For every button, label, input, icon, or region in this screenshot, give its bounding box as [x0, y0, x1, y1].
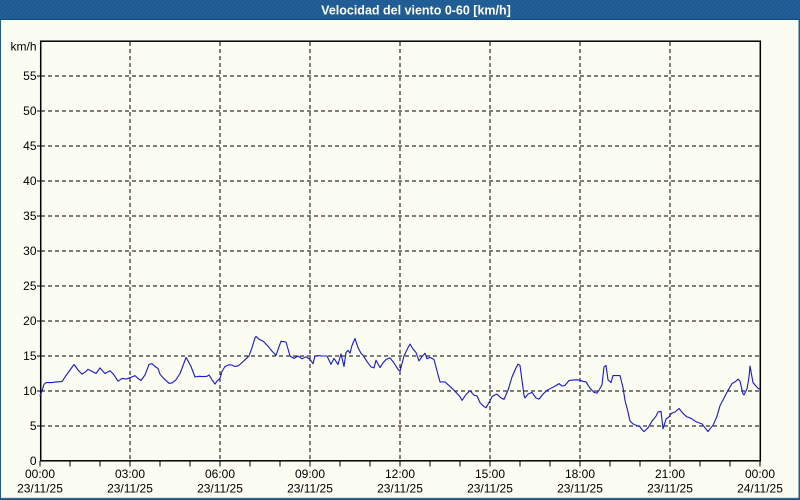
svg-text:03:00: 03:00	[115, 467, 145, 481]
svg-text:10: 10	[23, 384, 37, 398]
svg-text:23/11/25: 23/11/25	[467, 482, 513, 496]
svg-text:23/11/25: 23/11/25	[647, 482, 693, 496]
svg-text:km/h: km/h	[10, 40, 36, 54]
svg-text:00:00: 00:00	[745, 467, 775, 481]
svg-text:18:00: 18:00	[565, 467, 595, 481]
svg-text:23/11/25: 23/11/25	[107, 482, 153, 496]
svg-text:23/11/25: 23/11/25	[197, 482, 243, 496]
svg-text:20: 20	[23, 314, 37, 328]
svg-text:23/11/25: 23/11/25	[377, 482, 423, 496]
svg-text:30: 30	[23, 244, 37, 258]
svg-text:0: 0	[30, 454, 37, 468]
svg-text:25: 25	[23, 279, 37, 293]
svg-text:Velocidad del viento 0-60 [km/: Velocidad del viento 0-60 [km/h]	[321, 4, 511, 18]
svg-text:50: 50	[23, 104, 37, 118]
svg-text:12:00: 12:00	[385, 467, 415, 481]
svg-text:00:00: 00:00	[25, 467, 55, 481]
svg-text:45: 45	[23, 139, 37, 153]
svg-text:35: 35	[23, 209, 37, 223]
svg-text:24/11/25: 24/11/25	[737, 482, 783, 496]
svg-text:15: 15	[23, 349, 37, 363]
svg-text:23/11/25: 23/11/25	[287, 482, 333, 496]
svg-text:09:00: 09:00	[295, 467, 325, 481]
svg-text:15:00: 15:00	[475, 467, 505, 481]
svg-text:23/11/25: 23/11/25	[557, 482, 603, 496]
svg-text:06:00: 06:00	[205, 467, 235, 481]
svg-text:5: 5	[30, 419, 37, 433]
svg-text:55: 55	[23, 69, 37, 83]
svg-text:40: 40	[23, 174, 37, 188]
svg-text:23/11/25: 23/11/25	[17, 482, 63, 496]
svg-text:21:00: 21:00	[655, 467, 685, 481]
